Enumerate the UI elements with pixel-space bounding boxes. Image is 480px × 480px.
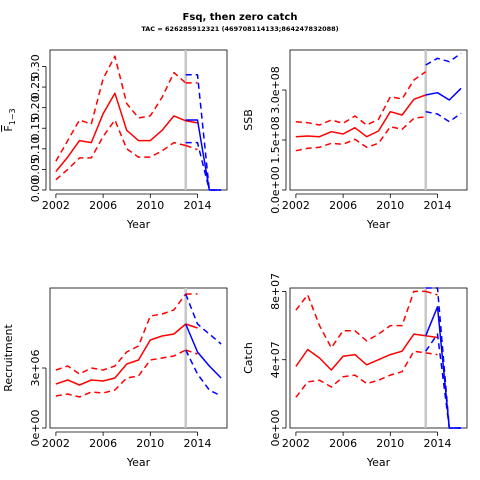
y-tick-label: 3e+06 (29, 350, 42, 387)
x-tick-label: 2010 (136, 437, 164, 450)
y-tick-label: 0.05 (29, 157, 42, 182)
x-tick-label: 2010 (136, 199, 164, 212)
projection-interval-line (185, 349, 222, 397)
y-axis-label-subscript: 1−3 (8, 108, 17, 125)
projection-median-line (425, 306, 462, 429)
projection-median-line (185, 119, 222, 191)
projection-median-line (425, 87, 462, 101)
plot-frame (49, 49, 228, 191)
y-tick-label: 0.20 (29, 95, 42, 120)
history-interval-line (55, 119, 186, 181)
x-tick-label: 2014 (184, 199, 212, 212)
x-tick-label: 2002 (282, 437, 310, 450)
history-median-line (55, 323, 187, 386)
y-axis-label: F1−3 (2, 108, 17, 131)
chart-subtitle: TAC = 626285912321 (469708114133;8642478… (141, 25, 338, 33)
projection-interval-line (185, 141, 222, 191)
y-axis-label-main: F (2, 125, 15, 131)
history-interval-line (55, 293, 187, 375)
history-interval-line (295, 290, 426, 349)
y-axis-label: Recruitment (2, 324, 15, 392)
x-axis-label: Year (366, 456, 391, 469)
y-tick-label: 0.10 (29, 137, 42, 162)
y-tick-label: 0e+00 (29, 410, 42, 447)
x-tick-label: 2002 (282, 199, 310, 212)
x-axis-label: Year (366, 218, 391, 231)
x-tick-label: 2014 (424, 437, 452, 450)
x-tick-label: 2010 (376, 199, 404, 212)
panel-catch: 2002 2006 2010 2014 Year 0e+00 4e+07 8e+07 Catch (242, 273, 468, 469)
history-median-line (55, 92, 186, 172)
chart-title: Fsq, then zero catch (183, 12, 298, 23)
y-tick-label: 4e+07 (269, 341, 282, 378)
history-median-line (295, 94, 426, 138)
projection-interval-line (425, 52, 462, 66)
x-tick-label: 2014 (424, 199, 452, 212)
history-interval-line (295, 350, 426, 398)
history-interval-line (185, 349, 198, 355)
history-interval-line (425, 352, 438, 356)
history-interval-line (295, 71, 427, 126)
x-tick-label: 2014 (184, 437, 212, 450)
y-tick-label: 0.15 (29, 116, 42, 141)
x-tick-label: 2002 (42, 199, 70, 212)
plot-frame (289, 49, 468, 191)
y-tick-label: 0.25 (29, 75, 42, 100)
x-tick-label: 2010 (376, 437, 404, 450)
x-tick-label: 2006 (329, 437, 357, 450)
y-axis-label: Catch (242, 342, 255, 374)
y-axis-label: SSB (242, 109, 255, 131)
history-interval-line (295, 115, 426, 152)
projection-interval-line (185, 293, 222, 345)
projection-interval-line (185, 73, 222, 191)
x-tick-label: 2002 (42, 437, 70, 450)
projection-median-line (185, 323, 222, 379)
x-axis-label: Year (126, 218, 151, 231)
plot-frame (49, 287, 228, 429)
history-interval-line (55, 55, 187, 162)
history-median-line (295, 333, 426, 371)
panel-ssb: 2002 2006 2010 2014 Year 0.0e+00 1.5e+08 3.0e+0… (242, 49, 468, 231)
panel-recruitment: 2002 2006 2010 2014 Year 0e+00 3e+06 Recruitmen… (2, 287, 228, 469)
projection-interval-line (425, 287, 462, 429)
y-tick-label: 0.30 (29, 54, 42, 79)
y-tick-label: 0.0e+00 (269, 166, 282, 213)
y-tick-label: 0.00 (29, 178, 42, 203)
projection-interval-line (425, 333, 462, 429)
x-tick-label: 2006 (329, 199, 357, 212)
history-interval-line (185, 144, 198, 151)
history-interval-line (55, 349, 187, 398)
y-tick-label: 1.5e+08 (269, 116, 282, 163)
history-median-line (425, 335, 438, 339)
x-tick-label: 2006 (89, 199, 117, 212)
panel-fbar: 2002 2006 2010 2014 Year 0.000.050.100.150.20… (2, 49, 228, 231)
y-tick-label: 8e+07 (269, 273, 282, 310)
x-axis-label: Year (126, 456, 151, 469)
y-tick-label: 0e+00 (269, 410, 282, 447)
history-interval-line (425, 290, 438, 296)
panel-grid: 2002 2006 2010 2014 Year 0.000.050.100.150.20… (2, 49, 468, 469)
history-median-line (185, 323, 198, 329)
y-tick-label: 3.0e+08 (269, 66, 282, 113)
x-tick-label: 2006 (89, 437, 117, 450)
projection-interval-line (425, 110, 462, 123)
plot-frame (289, 287, 468, 429)
history-median-line (185, 120, 198, 124)
